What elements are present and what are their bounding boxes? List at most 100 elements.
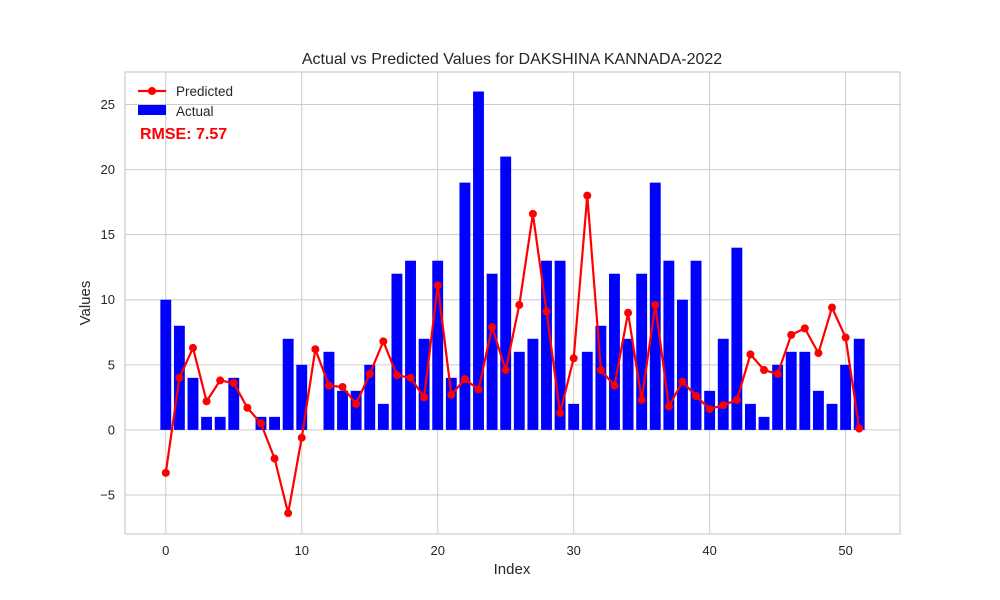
bar-actual	[745, 403, 756, 430]
predicted-point	[352, 399, 361, 408]
bar-actual	[758, 416, 770, 430]
bar-actual	[337, 390, 348, 430]
predicted-point	[501, 366, 510, 375]
bar-actual	[595, 325, 607, 430]
bar-actual	[663, 260, 675, 430]
x-tick-label: 30	[566, 543, 580, 558]
bar-actual	[568, 403, 580, 430]
predicted-point	[324, 381, 333, 390]
bar-actual	[364, 364, 376, 430]
bar-actual	[636, 273, 648, 430]
bar-actual	[799, 351, 811, 430]
predicted-point	[216, 376, 225, 385]
predicted-point	[515, 300, 524, 309]
x-tick-label: 50	[838, 543, 852, 558]
predicted-point	[678, 377, 687, 386]
bar-actual	[405, 260, 416, 430]
predicted-point	[229, 379, 238, 388]
predicted-point	[596, 366, 605, 375]
bar-actual	[214, 416, 226, 430]
x-tick-label: 0	[162, 543, 169, 558]
predicted-point	[800, 324, 809, 333]
bar-actual	[785, 351, 797, 430]
predicted-point	[828, 303, 837, 312]
predicted-point	[651, 300, 660, 309]
predicted-point	[256, 419, 265, 428]
bar-actual	[187, 377, 199, 430]
predicted-point	[406, 373, 415, 382]
y-tick-label: 25	[101, 97, 115, 112]
y-tick-label: 15	[101, 227, 115, 242]
bar-actual	[350, 390, 362, 430]
legend-predicted-marker-swatch	[148, 87, 156, 95]
predicted-point	[297, 433, 306, 442]
bar-actual	[160, 299, 172, 430]
x-tick-label: 10	[295, 543, 309, 558]
predicted-point	[583, 191, 592, 200]
predicted-point	[202, 397, 211, 406]
predicted-point	[773, 369, 782, 378]
predicted-point	[569, 354, 578, 363]
predicted-line-layer	[161, 191, 864, 518]
predicted-point	[624, 308, 633, 317]
x-tick-label: 20	[430, 543, 444, 558]
bar-actual	[554, 260, 566, 430]
bar-actual	[228, 377, 240, 430]
predicted-point	[488, 323, 497, 332]
predicted-point	[705, 405, 714, 414]
bar-actual	[717, 338, 729, 430]
predicted-point	[460, 375, 469, 384]
bar-actual	[527, 338, 539, 430]
predicted-point	[447, 390, 456, 399]
bar-actual	[377, 403, 389, 430]
predicted-point	[175, 373, 184, 382]
predicted-point	[787, 330, 796, 339]
y-tick-label: 10	[101, 292, 115, 307]
bar-actual	[840, 364, 852, 430]
legend-actual-label: Actual	[176, 104, 214, 119]
predicted-point	[855, 424, 864, 433]
predicted-point	[841, 333, 850, 342]
predicted-point	[610, 381, 619, 390]
y-tick-label: −5	[100, 487, 115, 502]
predicted-point	[284, 509, 293, 518]
predicted-point	[760, 366, 769, 375]
predicted-point	[243, 403, 252, 412]
predicted-point	[719, 401, 728, 410]
predicted-point	[637, 395, 646, 404]
bar-actual	[581, 351, 593, 430]
predicted-point	[188, 343, 197, 352]
x-axis-label: Index	[494, 561, 531, 578]
legend-predicted-label: Predicted	[176, 84, 233, 99]
predicted-point	[542, 307, 551, 316]
predicted-point	[420, 393, 429, 402]
predicted-series-line	[164, 194, 861, 515]
predicted-point	[814, 349, 823, 358]
x-tick-label: 40	[702, 543, 716, 558]
bar-actual	[432, 260, 444, 430]
predicted-point	[365, 369, 374, 378]
bar-actual	[323, 351, 335, 430]
bar-actual	[513, 351, 525, 430]
predicted-point	[379, 337, 388, 346]
predicted-point	[311, 345, 320, 354]
predicted-point	[270, 454, 279, 463]
bar-actual	[473, 91, 484, 430]
bar-actual	[500, 156, 512, 430]
predicted-point	[161, 468, 170, 477]
predicted-point	[664, 402, 673, 411]
predicted-point	[338, 382, 347, 391]
bar-actual	[201, 416, 213, 430]
predicted-point	[392, 371, 401, 380]
legend: Predicted Actual	[138, 84, 233, 119]
bar-actual	[269, 416, 280, 430]
rmse-annotation: RMSE: 7.57	[140, 126, 227, 143]
bar-actual	[690, 260, 702, 430]
bar-actual	[445, 377, 457, 430]
predicted-point	[746, 350, 755, 359]
chart-title: Actual vs Predicted Values for DAKSHINA …	[302, 51, 722, 68]
bar-actual	[622, 338, 634, 430]
bar-actual	[853, 338, 865, 430]
